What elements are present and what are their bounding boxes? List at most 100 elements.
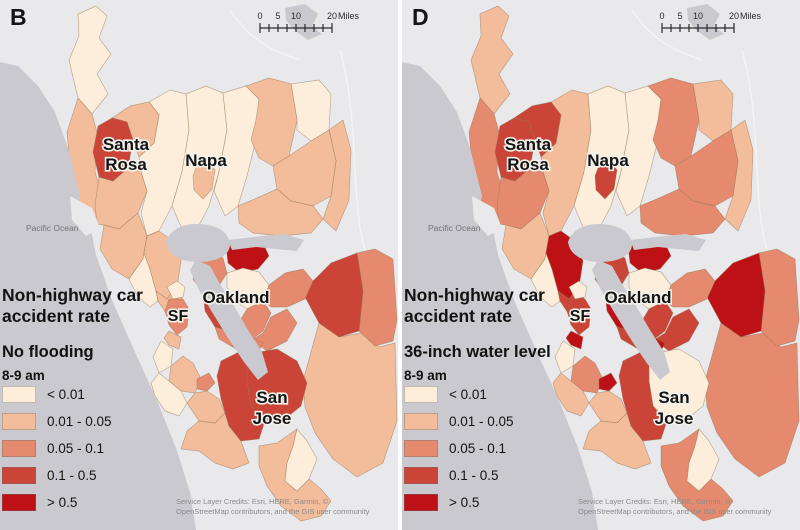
city-label-rosa: Rosa [105,155,147,174]
pacific-ocean-label: Pacific Ocean [428,223,481,233]
service-credits-b: Service Layer Credits: Esri, HERE, Garmi… [176,497,369,516]
city-label-napa: Napa [587,151,629,170]
map-region-east-interior [706,252,766,338]
map-region-livermore-east [356,248,398,347]
map-region-coastside [150,372,188,417]
legend-item: > 0.5 [2,494,112,511]
legend-item: > 0.5 [404,494,514,511]
city-label-san: San [658,388,689,407]
map-title-line2: accident rate [404,306,512,326]
bay-water [568,224,632,262]
map-region-sf-north [166,280,186,300]
map-region-redwood-city [196,372,216,392]
map-region-santa-cruz-mtns [582,412,652,470]
pacific-ocean-water [0,62,196,530]
bay-water [285,4,322,40]
scale-tick-label: 0 [659,11,664,21]
legend-label: < 0.01 [47,387,85,402]
panel-letter-d: D [412,4,429,30]
scale-tick-label: 10 [291,11,301,21]
city-label-jose: Jose [655,409,694,428]
pacific-ocean-water [402,62,598,530]
map-region-coyote-valley [686,428,720,492]
panel-d: Pacific Ocean Santa Rosa Napa Oakland SF San Jo… [402,0,800,530]
city-label-santa: Santa [505,135,552,154]
bay-water [630,234,706,251]
city-label-sf: SF [570,308,591,325]
legend-label: > 0.5 [47,495,78,510]
legend-label: < 0.01 [449,387,487,402]
city-label-napa: Napa [185,151,227,170]
scenario-label-b: No flooding [2,343,94,361]
legend-item: < 0.01 [404,386,514,403]
legend-swatch [404,494,438,511]
map-region-daly-city [554,340,576,374]
service-credits-d: Service Layer Credits: Esri, HERE, Garmi… [578,497,771,516]
time-label-b: 8-9 am [2,368,45,383]
map-region-sf-city [566,298,592,336]
bay-water [166,224,230,262]
map-region-sf-south [163,330,182,350]
panel-b: Pacific Ocean Santa Rosa Napa Oakland SF San Jo… [0,0,398,530]
city-label-santa: Santa [103,135,150,154]
scale-bar-b: 0 5 10 20 Miles [257,11,360,33]
map-region-contra-costa-mid [262,268,314,308]
map-region-santa-rosa-city [92,117,134,182]
credits-line1: Service Layer Credits: Esri, HERE, Garmi… [578,497,731,506]
legend-swatch [404,413,438,430]
map-region-coastside [552,372,590,417]
map-region-sf-south [565,330,584,350]
map-region-contra-costa-mid [664,268,716,308]
scale-tick-label: 0 [257,11,262,21]
legend-item: < 0.01 [2,386,112,403]
bay-water [190,260,268,380]
bay-water [687,4,724,40]
map-title-line1: Non-highway car [2,285,143,305]
legend-swatch [404,386,438,403]
map-region-redwood-city [598,372,618,392]
scale-tick-label: 20 [729,11,739,21]
pacific-ocean-label: Pacific Ocean [26,223,79,233]
panel-letter-b: B [10,4,27,30]
map-region-napa-valley [171,85,228,232]
city-label-sf: SF [168,308,189,325]
city-label-oakland: Oakland [202,288,269,307]
bay-water [228,234,304,251]
legend-swatch [2,413,36,430]
map-region-north-panhandle [470,5,514,115]
legend-item: 0.01 - 0.05 [404,413,514,430]
scale-tick-label: 5 [677,11,682,21]
legend-item: 0.01 - 0.05 [2,413,112,430]
map-region-north-panhandle [68,5,112,115]
panel-divider [398,0,402,530]
legend-label: 0.01 - 0.05 [47,414,112,429]
legend-item: 0.05 - 0.1 [2,440,112,457]
map-region-napa-valley [573,85,630,232]
map-region-solano-south [639,188,726,237]
scale-tick-label: 5 [275,11,280,21]
credits-line1: Service Layer Credits: Esri, HERE, Garmi… [176,497,329,506]
scale-tick-label: 10 [693,11,703,21]
city-label-san: San [256,388,287,407]
map-region-sf-city [164,298,190,336]
bay-water [592,260,670,380]
map-region-napa-town [192,160,216,200]
legend-label: > 0.5 [449,495,480,510]
legend-item: 0.1 - 0.5 [2,467,112,484]
credits-line2: OpenStreetMap contributors, and the GIS … [578,506,772,516]
map-region-daly-city [152,340,174,374]
city-label-oakland: Oakland [604,288,671,307]
map-region-napa-town [594,160,618,200]
time-label-d: 8-9 am [404,368,447,383]
legend-swatch [2,440,36,457]
city-label-jose: Jose [253,409,292,428]
map-region-livermore-east [758,248,800,347]
scenario-label-d: 36-inch water level [404,343,551,361]
map-title-line1: Non-highway car [404,285,545,305]
map-region-coyote-valley [284,428,318,492]
map-region-sf-north [568,280,588,300]
legend-label: 0.01 - 0.05 [449,414,514,429]
